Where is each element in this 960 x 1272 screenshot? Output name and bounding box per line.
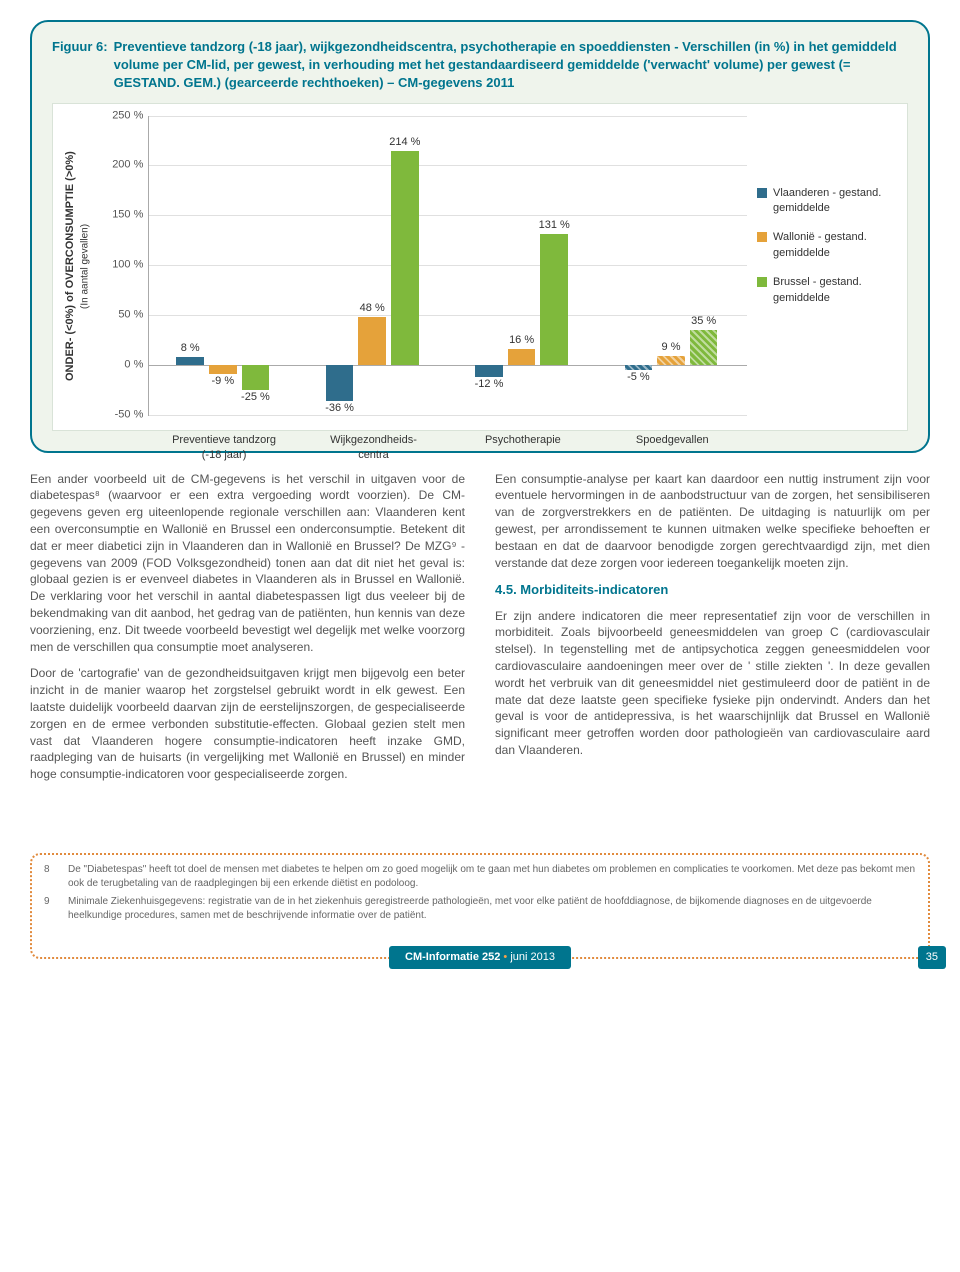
- legend-item: Brussel - gestand. gemiddelde: [757, 275, 897, 306]
- footnote: 9 Minimale Ziekenhuisgegevens: registrati…: [44, 895, 916, 923]
- paragraph: Een consumptie-analyse per kaart kan daa…: [495, 471, 930, 572]
- bar: -5 %: [625, 365, 653, 370]
- bar: -9 %: [209, 365, 237, 374]
- bar-value-label: -12 %: [469, 377, 509, 392]
- footnote-number: 8: [44, 863, 58, 891]
- y-axis-main: ONDER- (<0%) of OVERCONSUMPTIE (>0%): [64, 151, 76, 381]
- bar: 214 %: [391, 151, 419, 364]
- y-tick: 100 %: [99, 257, 143, 272]
- footnote-number: 9: [44, 895, 58, 923]
- paragraph: Door de 'cartografie' van de gezondheids…: [30, 665, 465, 783]
- bar: 48 %: [358, 317, 386, 365]
- bar: -25 %: [242, 365, 270, 390]
- legend-item: Vlaanderen - gestand. gemiddelde: [757, 186, 897, 217]
- bar: 9 %: [657, 356, 685, 365]
- bar: 8 %: [176, 357, 204, 365]
- legend-swatch: [757, 232, 767, 242]
- bar-group: -5 %9 %35 %Spoedgevallen: [610, 116, 735, 415]
- paragraph: Er zijn andere indicatoren die meer repr…: [495, 608, 930, 759]
- y-axis-sub: (In aantal gevallen): [78, 116, 92, 416]
- x-category-label: Wijkgezondheids-centra: [311, 433, 436, 464]
- bar-value-label: 35 %: [684, 314, 724, 329]
- y-tick: 250 %: [99, 108, 143, 123]
- bar: 35 %: [690, 330, 718, 365]
- plot-area: Vlaanderen - gestand. gemiddeldeWallonië…: [148, 116, 747, 416]
- bar-value-label: 131 %: [534, 218, 574, 233]
- legend-label: Vlaanderen - gestand. gemiddelde: [773, 186, 897, 217]
- chart-inner: Vlaanderen - gestand. gemiddelde Wallonië…: [98, 116, 897, 416]
- footer-wrap: 8 De "Diabetespas" heeft tot doel de mens…: [30, 853, 930, 959]
- legend-swatch: [757, 277, 767, 287]
- bar-value-label: 8 %: [170, 341, 210, 356]
- footer-journal: CM-Informatie 252: [405, 951, 500, 963]
- bar-value-label: -25 %: [235, 390, 275, 405]
- bar-group: -36 %48 %214 %Wijkgezondheids-centra: [311, 116, 436, 415]
- figure-container: Figuur 6: Preventieve tandzorg (-18 jaar…: [30, 20, 930, 453]
- bar: 131 %: [540, 234, 568, 365]
- bar-group: 8 %-9 %-25 %Preventieve tandzorg(-18 jaa…: [161, 116, 286, 415]
- legend-swatch: [757, 188, 767, 198]
- bar-value-label: 48 %: [352, 301, 392, 316]
- figure-title: Figuur 6: Preventieve tandzorg (-18 jaar…: [52, 38, 908, 93]
- y-tick: 200 %: [99, 158, 143, 173]
- bar-value-label: -36 %: [320, 401, 360, 416]
- bar: 16 %: [508, 349, 536, 365]
- y-axis-label: ONDER- (<0%) of OVERCONSUMPTIE (>0%) (In…: [63, 116, 92, 416]
- footnote: 8 De "Diabetespas" heeft tot doel de mens…: [44, 863, 916, 891]
- footnote-text: Minimale Ziekenhuisgegevens: registratie…: [68, 895, 916, 923]
- x-category-label: Preventieve tandzorg(-18 jaar): [161, 433, 286, 464]
- y-tick: -50 %: [99, 407, 143, 422]
- footer-date: juni 2013: [510, 951, 555, 963]
- legend: Vlaanderen - gestand. gemiddelde Wallonië…: [757, 186, 897, 320]
- body-columns: Een ander voorbeeld uit de CM-gegevens i…: [30, 471, 930, 793]
- y-tick: 0 %: [99, 357, 143, 372]
- footnote-text: De "Diabetespas" heeft tot doel de mense…: [68, 863, 916, 891]
- bar-value-label: 214 %: [385, 135, 425, 150]
- bar-value-label: -9 %: [203, 374, 243, 389]
- y-tick: 50 %: [99, 307, 143, 322]
- figure-title-text: Preventieve tandzorg (-18 jaar), wijkgez…: [114, 38, 908, 93]
- left-column: Een ander voorbeeld uit de CM-gegevens i…: [30, 471, 465, 793]
- footer-sep: •: [500, 951, 510, 963]
- legend-label: Brussel - gestand. gemiddelde: [773, 275, 897, 306]
- y-tick: 150 %: [99, 208, 143, 223]
- figure-label: Figuur 6:: [52, 38, 108, 93]
- bar: -36 %: [326, 365, 354, 401]
- paragraph: Een ander voorbeeld uit de CM-gegevens i…: [30, 471, 465, 656]
- bar: -12 %: [475, 365, 503, 377]
- right-column: Een consumptie-analyse per kaart kan daa…: [495, 471, 930, 793]
- legend-label: Wallonië - gestand. gemiddelde: [773, 230, 897, 261]
- bar-value-label: 9 %: [651, 340, 691, 355]
- bar-value-label: -5 %: [618, 370, 658, 385]
- bar-value-label: 16 %: [502, 333, 542, 348]
- x-category-label: Spoedgevallen: [610, 433, 735, 448]
- x-category-label: Psychotherapie: [460, 433, 585, 448]
- section-heading: 4.5. Morbiditeits-indicatoren: [495, 581, 930, 599]
- legend-item: Wallonië - gestand. gemiddelde: [757, 230, 897, 261]
- footer-bar: CM-Informatie 252 • juni 2013: [389, 946, 571, 969]
- bar-group: -12 %16 %131 %Psychotherapie: [460, 116, 585, 415]
- footnotes: 8 De "Diabetespas" heeft tot doel de mens…: [30, 853, 930, 959]
- page-number: 35: [918, 946, 946, 969]
- chart: ONDER- (<0%) of OVERCONSUMPTIE (>0%) (In…: [52, 103, 908, 431]
